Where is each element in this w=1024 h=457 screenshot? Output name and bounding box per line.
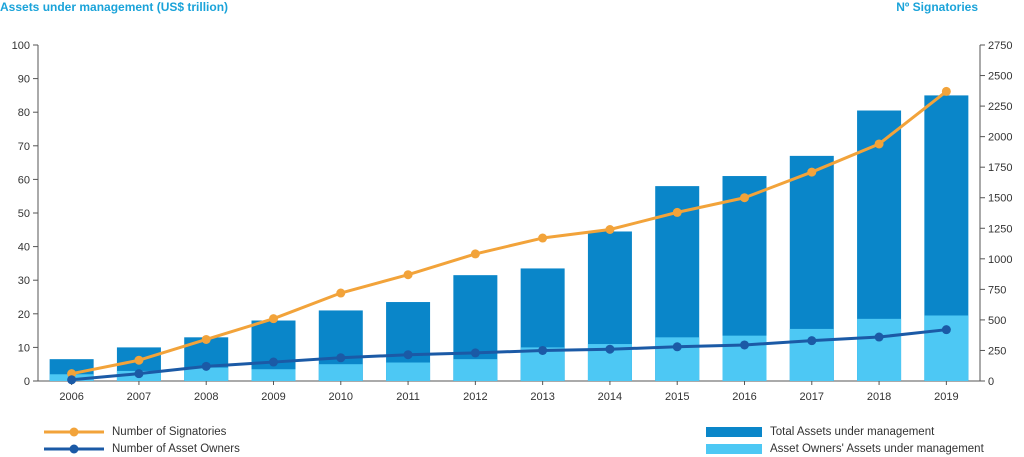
left-axis-tick-label: 40 xyxy=(18,242,30,254)
legend-label-signatories: Number of Signatories xyxy=(112,426,227,438)
bar-owners-aum xyxy=(453,359,498,381)
right-axis-tick-label: 500 xyxy=(988,315,1006,327)
point-signatories xyxy=(538,233,548,243)
legend-item-owners-aum: Asset Owners' Assets under management xyxy=(706,443,984,455)
x-axis-tick-label: 2006 xyxy=(59,391,83,403)
x-axis-tick-label: 2014 xyxy=(598,391,622,403)
bar-owners-aum xyxy=(318,364,363,381)
point-signatories xyxy=(470,249,480,259)
point-signatories xyxy=(605,224,615,234)
right-axis-tick-label: 1500 xyxy=(988,193,1012,205)
right-axis-tick-label: 750 xyxy=(988,284,1006,296)
x-axis-tick-label: 2018 xyxy=(867,391,891,403)
right-axis-tick-label: 1250 xyxy=(988,223,1012,235)
left-axis-tick-label: 30 xyxy=(18,275,30,287)
legend-item-asset-owners: Number of Asset Owners xyxy=(44,443,240,455)
point-signatories xyxy=(403,270,413,280)
point-asset-owners xyxy=(403,350,413,360)
bar-owners-aum xyxy=(857,318,902,381)
point-signatories xyxy=(740,193,749,203)
line-signatories xyxy=(71,90,948,376)
x-axis-tick-label: 2010 xyxy=(329,391,353,403)
right-axis-tick-label: 1000 xyxy=(988,254,1012,266)
left-axis-tick-label: 70 xyxy=(18,141,30,153)
x-axis-tick-label: 2007 xyxy=(127,391,151,403)
point-asset-owners xyxy=(941,325,951,335)
left-axis-tick-label: 60 xyxy=(18,174,30,186)
x-axis-tick-label: 2012 xyxy=(463,391,487,403)
line-asset-owners xyxy=(71,328,947,382)
right-axis-tick-label: 0 xyxy=(988,376,994,388)
point-signatories xyxy=(807,167,817,177)
left-axis-tick-label: 10 xyxy=(18,342,30,354)
right-axis-tick-label: 250 xyxy=(988,345,1006,357)
point-asset-owners xyxy=(807,336,817,346)
point-asset-owners xyxy=(336,353,346,363)
right-axis-tick-label: 1750 xyxy=(988,162,1012,174)
legend-item-signatories: Number of Signatories xyxy=(44,426,226,438)
legend-line-marker-asset-owners xyxy=(44,444,104,454)
x-axis-tick-label: 2015 xyxy=(665,391,689,403)
point-asset-owners xyxy=(201,361,211,371)
point-asset-owners xyxy=(605,344,615,354)
legend-item-total-aum: Total Assets under management xyxy=(706,426,934,438)
bar-owners-aum xyxy=(386,362,431,381)
left-axis-tick-label: 90 xyxy=(18,74,30,86)
right-axis-tick-label: 2750 xyxy=(988,40,1012,52)
point-asset-owners xyxy=(269,357,278,367)
right-axis-tick-label: 2000 xyxy=(988,132,1012,144)
left-axis-tick-label: 50 xyxy=(18,208,30,220)
bar-owners-aum xyxy=(251,369,296,381)
point-asset-owners xyxy=(67,375,77,385)
point-asset-owners xyxy=(134,369,144,379)
point-asset-owners xyxy=(874,332,884,342)
point-signatories xyxy=(134,355,144,365)
point-signatories xyxy=(941,86,951,96)
left-axis-title: Assets under management (US$ trillion) xyxy=(0,0,229,14)
point-signatories xyxy=(269,314,278,324)
x-axis-tick-label: 2017 xyxy=(800,391,824,403)
left-axis-tick-label: 100 xyxy=(12,40,30,52)
x-axis-tick-label: 2009 xyxy=(261,391,285,403)
right-axis-tick-label: 2250 xyxy=(988,101,1012,113)
point-signatories xyxy=(874,139,884,149)
x-axis-tick-label: 2008 xyxy=(194,391,218,403)
point-signatories xyxy=(336,288,346,298)
left-axis-tick-label: 0 xyxy=(24,376,30,388)
legend-label-total-aum: Total Assets under management xyxy=(770,426,935,438)
legend-line-marker-signatories xyxy=(44,427,104,437)
point-asset-owners xyxy=(538,345,548,355)
point-asset-owners xyxy=(470,348,480,358)
x-axis-tick-label: 2013 xyxy=(530,391,554,403)
x-axis-tick-label: 2016 xyxy=(732,391,756,403)
point-asset-owners xyxy=(740,340,749,350)
right-axis-title: Nº Signatories xyxy=(896,0,978,14)
bar-owners-aum xyxy=(184,367,229,381)
point-signatories xyxy=(672,207,682,217)
point-signatories xyxy=(201,334,211,344)
x-axis-tick-label: 2019 xyxy=(934,391,958,403)
left-axis-tick-label: 20 xyxy=(18,309,30,321)
x-axis-tick-label: 2011 xyxy=(396,391,420,403)
right-axis-tick-label: 2500 xyxy=(988,71,1012,83)
legend-swatch-owners-aum xyxy=(706,444,762,454)
legend-label-asset-owners: Number of Asset Owners xyxy=(112,443,240,455)
point-asset-owners xyxy=(672,342,682,352)
legend-label-owners-aum: Asset Owners' Assets under management xyxy=(770,443,984,455)
legend-swatch-total-aum xyxy=(706,427,762,437)
left-axis-tick-label: 80 xyxy=(18,107,30,119)
